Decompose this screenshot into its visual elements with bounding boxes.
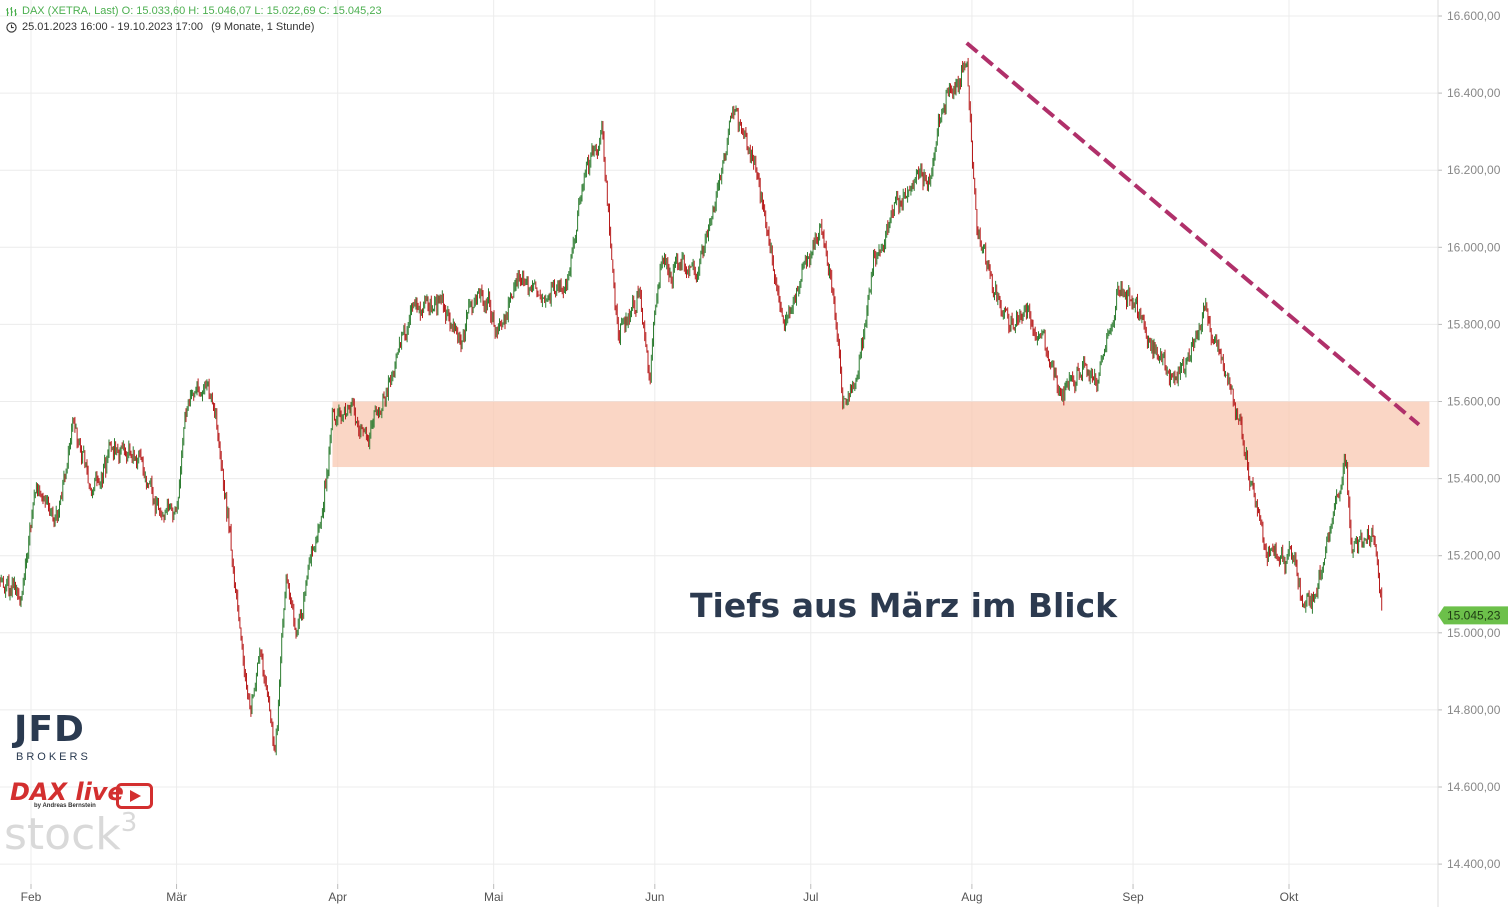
x-tick-label: Mai [484, 890, 503, 904]
x-tick-label: Aug [961, 890, 982, 904]
range-note: (9 Monate, 1 Stunde) [211, 21, 315, 33]
daxlive-logo: DAX live [10, 778, 124, 806]
jfd-logo: JFD [14, 709, 85, 750]
last-price-label: 15.045,23 [1447, 608, 1501, 622]
x-tick-label: Apr [328, 890, 347, 904]
y-tick-label: 16.600,00 [1447, 9, 1501, 23]
trendline-layer [965, 41, 1421, 427]
candles-layer [0, 57, 1383, 756]
bar-chart-icon [6, 6, 17, 16]
stock3-logo: stock3 [4, 810, 137, 857]
zone-layer [332, 401, 1430, 468]
play-icon [116, 783, 153, 809]
quote-text: DAX (XETRA, Last) O: 15.033,60 H: 15.046… [22, 5, 382, 17]
daxlive-byline: by Andreas Bernstein [34, 803, 96, 809]
x-tick-label: Jul [803, 890, 818, 904]
chart-annotation: Tiefs aus März im Blick [690, 586, 1118, 625]
y-tick-label: 16.400,00 [1447, 86, 1501, 100]
y-tick-label: 15.200,00 [1447, 549, 1501, 563]
quote-header: DAX (XETRA, Last) O: 15.033,60 H: 15.046… [6, 5, 382, 17]
brokers-logo-text: BROKERS [16, 751, 91, 763]
x-tick-label: Mär [166, 890, 187, 904]
y-tick-label: 15.000,00 [1447, 626, 1501, 640]
range-text: 25.01.2023 16:00 - 19.10.2023 17:00 [22, 21, 204, 33]
y-tick-label: 15.600,00 [1447, 395, 1501, 409]
x-tick-label: Jun [645, 890, 664, 904]
x-tick-label: Feb [21, 890, 42, 904]
clock-icon [6, 21, 17, 33]
y-tick-label: 14.800,00 [1447, 703, 1501, 717]
last-price-badge [1438, 606, 1508, 625]
x-tick-label: Okt [1280, 890, 1299, 904]
axis-layer: 16.600,00 16.400,00 16.200,00 16.000,00 15.8… [21, 0, 1508, 907]
y-tick-label: 15.800,00 [1447, 317, 1501, 331]
y-tick-label: 16.000,00 [1447, 240, 1501, 254]
range-header: 25.01.2023 16:00 - 19.10.2023 17:00 (9 M… [6, 21, 314, 33]
x-tick-label: Sep [1122, 890, 1144, 904]
stock3-logo-text: stock [4, 809, 121, 860]
y-tick-label: 16.200,00 [1447, 163, 1501, 177]
y-tick-label: 15.400,00 [1447, 472, 1501, 486]
y-tick-label: 14.600,00 [1447, 780, 1501, 794]
resistance-trendline [965, 41, 1421, 427]
support-zone [332, 401, 1430, 468]
y-tick-label: 14.400,00 [1447, 857, 1501, 871]
stock3-logo-sup: 3 [120, 808, 138, 838]
